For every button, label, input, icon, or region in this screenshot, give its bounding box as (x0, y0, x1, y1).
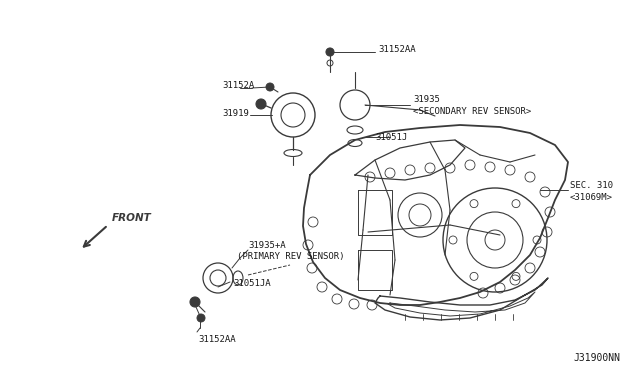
Circle shape (326, 48, 334, 56)
Circle shape (190, 297, 200, 307)
Text: 31919: 31919 (222, 109, 249, 118)
Text: <SECONDARY REV SENSOR>: <SECONDARY REV SENSOR> (413, 108, 531, 116)
Circle shape (197, 314, 205, 322)
Circle shape (266, 83, 274, 91)
Text: 31935+A: 31935+A (248, 241, 285, 250)
Text: 31051JA: 31051JA (233, 279, 271, 288)
Text: 31051J: 31051J (375, 132, 407, 141)
Text: 31152AA: 31152AA (378, 45, 415, 55)
Text: FRONT: FRONT (112, 213, 152, 223)
Text: <31069M>: <31069M> (570, 192, 613, 202)
Text: 31152AA: 31152AA (198, 336, 236, 344)
Text: SEC. 310: SEC. 310 (570, 180, 613, 189)
Circle shape (256, 99, 266, 109)
Text: J31900NN: J31900NN (573, 353, 620, 363)
Text: 31152A: 31152A (222, 80, 254, 90)
Text: 31935: 31935 (413, 96, 440, 105)
Text: (PRIMARY REV SENSOR): (PRIMARY REV SENSOR) (237, 253, 344, 262)
